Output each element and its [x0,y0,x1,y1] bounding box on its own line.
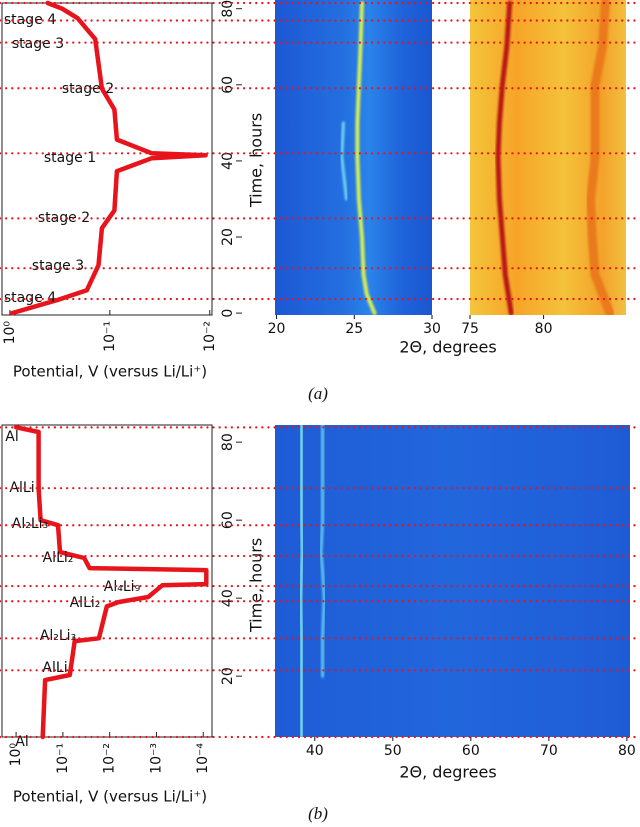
x-tick-label: 70 [540,743,558,759]
x-tick-label: 25 [345,321,363,337]
phase-label: stage 3 [32,258,84,274]
phase-label: Al₂Li₃ [40,628,76,644]
y-tick-label: 40 [220,589,236,607]
y-tick-label: 80 [220,0,236,18]
x-axis-label: Potential, V (versus Li/Li⁺) [13,788,207,806]
y-tick-label: 60 [220,511,236,529]
peak-trace [340,121,348,201]
x-tick-label: 60 [462,743,480,759]
x-tick-label: 10⁰ [8,743,24,767]
phase-label: Al₂Li₃ [12,516,48,532]
x-axis-label: 2Θ, degrees [399,763,496,782]
y-tick-label: 20 [220,228,236,246]
peak-trace [299,425,304,737]
phase-label: stage 4 [4,290,56,306]
potential-curve [13,425,209,740]
phase-label: Al [5,429,18,445]
phase-label: stage 3 [12,36,64,52]
phase-label: stage 2 [38,210,90,226]
plot-frame [1,424,213,738]
potential-curve [9,0,208,316]
phase-label: AlLi [42,660,67,676]
y-tick-label: 0 [220,309,236,318]
x-tick-label: 10⁻⁴ [195,743,211,774]
y-tick-label: 20 [220,667,236,685]
panel-caption: (a) [308,384,328,403]
phase-label: AlLi [9,480,34,496]
x-tick-label: 10⁻¹ [102,321,118,352]
y-axis-label: Time, hours [247,113,266,208]
x-axis-label: Potential, V (versus Li/Li⁺) [13,363,207,381]
peak-trace [495,0,514,315]
heatmap-background [275,0,432,315]
x-axis-label: 2Θ, degrees [399,338,496,357]
phase-label: Al [15,734,28,750]
x-tick-label: 80 [535,321,553,337]
panel-caption: (b) [308,804,328,823]
x-tick-label: 10⁰ [2,321,18,345]
x-tick-label: 10⁻³ [148,743,164,774]
x-tick-label: 40 [306,743,324,759]
peak-trace [586,0,615,315]
plot-frame [1,2,213,316]
x-tick-label: 80 [618,743,636,759]
y-tick-label: 80 [220,433,236,451]
y-tick-label: 60 [220,76,236,94]
peak-trace [355,1,377,315]
x-tick-label: 20 [268,321,286,337]
heatmap-background [275,425,630,737]
x-tick-label: 10⁻² [202,321,218,352]
x-tick-label: 10⁻¹ [55,743,71,774]
x-tick-label: 30 [423,321,441,337]
x-tick-label: 10⁻² [102,743,118,774]
x-tick-label: 75 [461,321,479,337]
phase-label: stage 2 [62,81,114,97]
phase-label: stage 1 [44,150,96,166]
phase-label: AlLi₂ [70,595,101,611]
y-tick-label: 40 [220,152,236,170]
x-tick-label: 50 [384,743,402,759]
phase-label: AlLi₂ [43,550,74,566]
